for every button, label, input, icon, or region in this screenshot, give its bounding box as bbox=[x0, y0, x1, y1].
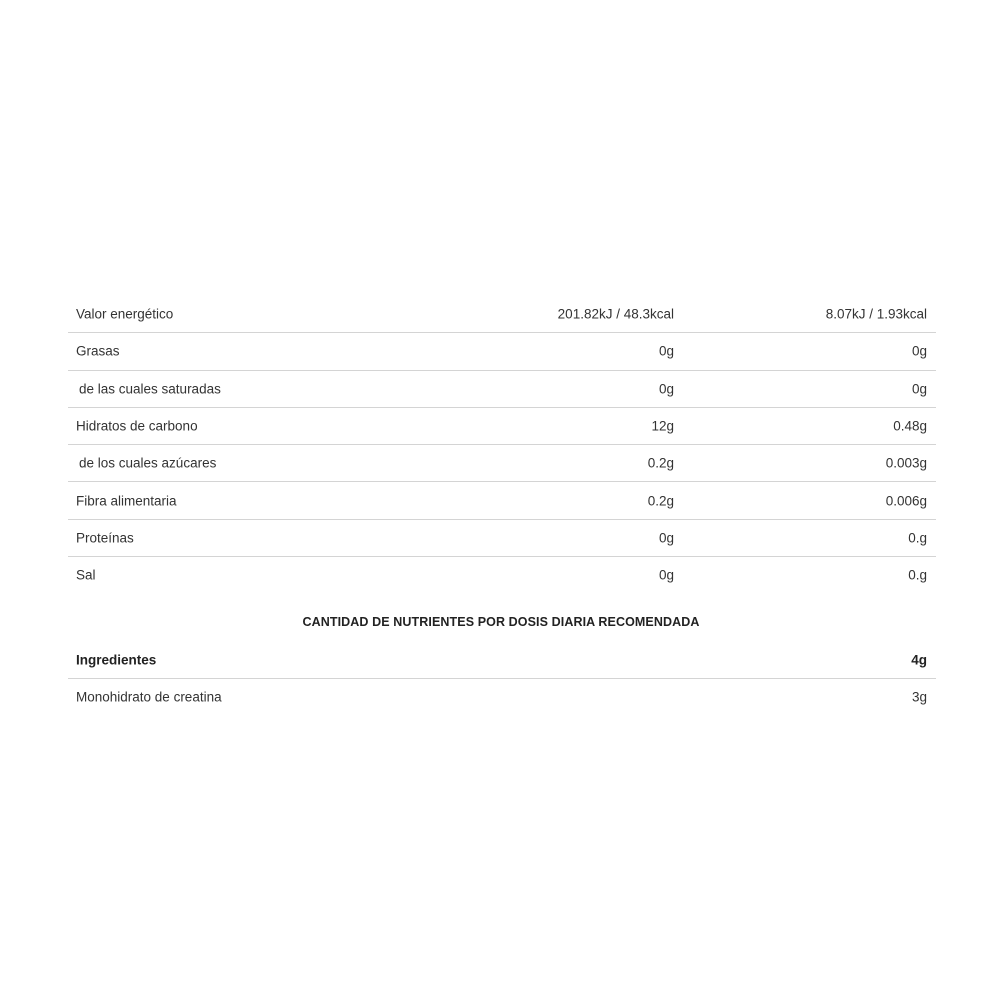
value-per-dose: 0.48g bbox=[893, 418, 927, 434]
table-row: de los cuales azúcares 0.2g 0.003g bbox=[68, 445, 936, 483]
row-label: de los cuales azúcares bbox=[79, 455, 217, 471]
value-per-dose: 0.g bbox=[908, 567, 927, 583]
value-per-100g: 0.2g bbox=[647, 455, 674, 471]
row-value: 3g bbox=[911, 689, 927, 705]
row-label: Proteínas bbox=[76, 530, 134, 546]
value-per-100g: 201.82kJ / 48.3kcal bbox=[557, 306, 674, 322]
value-per-dose: 0.003g bbox=[885, 455, 927, 471]
row-label: Monohidrato de creatina bbox=[76, 689, 222, 705]
section-title: CANTIDAD DE NUTRIENTES POR DOSIS DIARIA … bbox=[302, 615, 700, 629]
value-per-100g: 12g bbox=[651, 418, 674, 434]
table-header-row: Ingredientes 4g bbox=[68, 642, 936, 680]
value-per-dose: 0.006g bbox=[885, 493, 927, 509]
value-per-dose: 0g bbox=[911, 381, 927, 397]
table-row: Monohidrato de creatina 3g bbox=[68, 679, 936, 715]
value-per-100g: 0g bbox=[658, 343, 674, 359]
value-per-dose: 0.g bbox=[908, 530, 927, 546]
value-per-dose: 8.07kJ / 1.93kcal bbox=[825, 306, 927, 322]
table-row: de las cuales saturadas 0g 0g bbox=[68, 371, 936, 408]
table-row: Fibra alimentaria 0.2g 0.006g bbox=[68, 482, 936, 520]
row-label: Hidratos de carbono bbox=[76, 418, 198, 434]
header-value: 4g bbox=[911, 652, 927, 668]
value-per-100g: 0.2g bbox=[647, 493, 674, 509]
row-label: Sal bbox=[76, 567, 96, 583]
value-per-dose: 0g bbox=[911, 343, 927, 359]
value-per-100g: 0g bbox=[658, 530, 674, 546]
row-label: Fibra alimentaria bbox=[76, 493, 177, 509]
value-per-100g: 0g bbox=[658, 567, 674, 583]
table-row: Sal 0g 0.g bbox=[68, 557, 936, 593]
header-label: Ingredientes bbox=[76, 652, 157, 668]
row-label: Grasas bbox=[76, 343, 120, 359]
row-label: de las cuales saturadas bbox=[79, 381, 221, 397]
row-label: Valor energético bbox=[76, 306, 174, 322]
table-row: Hidratos de carbono 12g 0.48g bbox=[68, 408, 936, 446]
table-row: Valor energético 201.82kJ / 48.3kcal 8.07k… bbox=[68, 296, 936, 334]
table-row: Grasas 0g 0g bbox=[68, 333, 936, 371]
nutrition-table: Valor energético 201.82kJ / 48.3kcal 8.07k… bbox=[68, 296, 936, 593]
ingredients-table: Ingredientes 4g Monohidrato de creatina 3g bbox=[68, 642, 936, 716]
table-row: Proteínas 0g 0.g bbox=[68, 520, 936, 558]
value-per-100g: 0g bbox=[658, 381, 674, 397]
